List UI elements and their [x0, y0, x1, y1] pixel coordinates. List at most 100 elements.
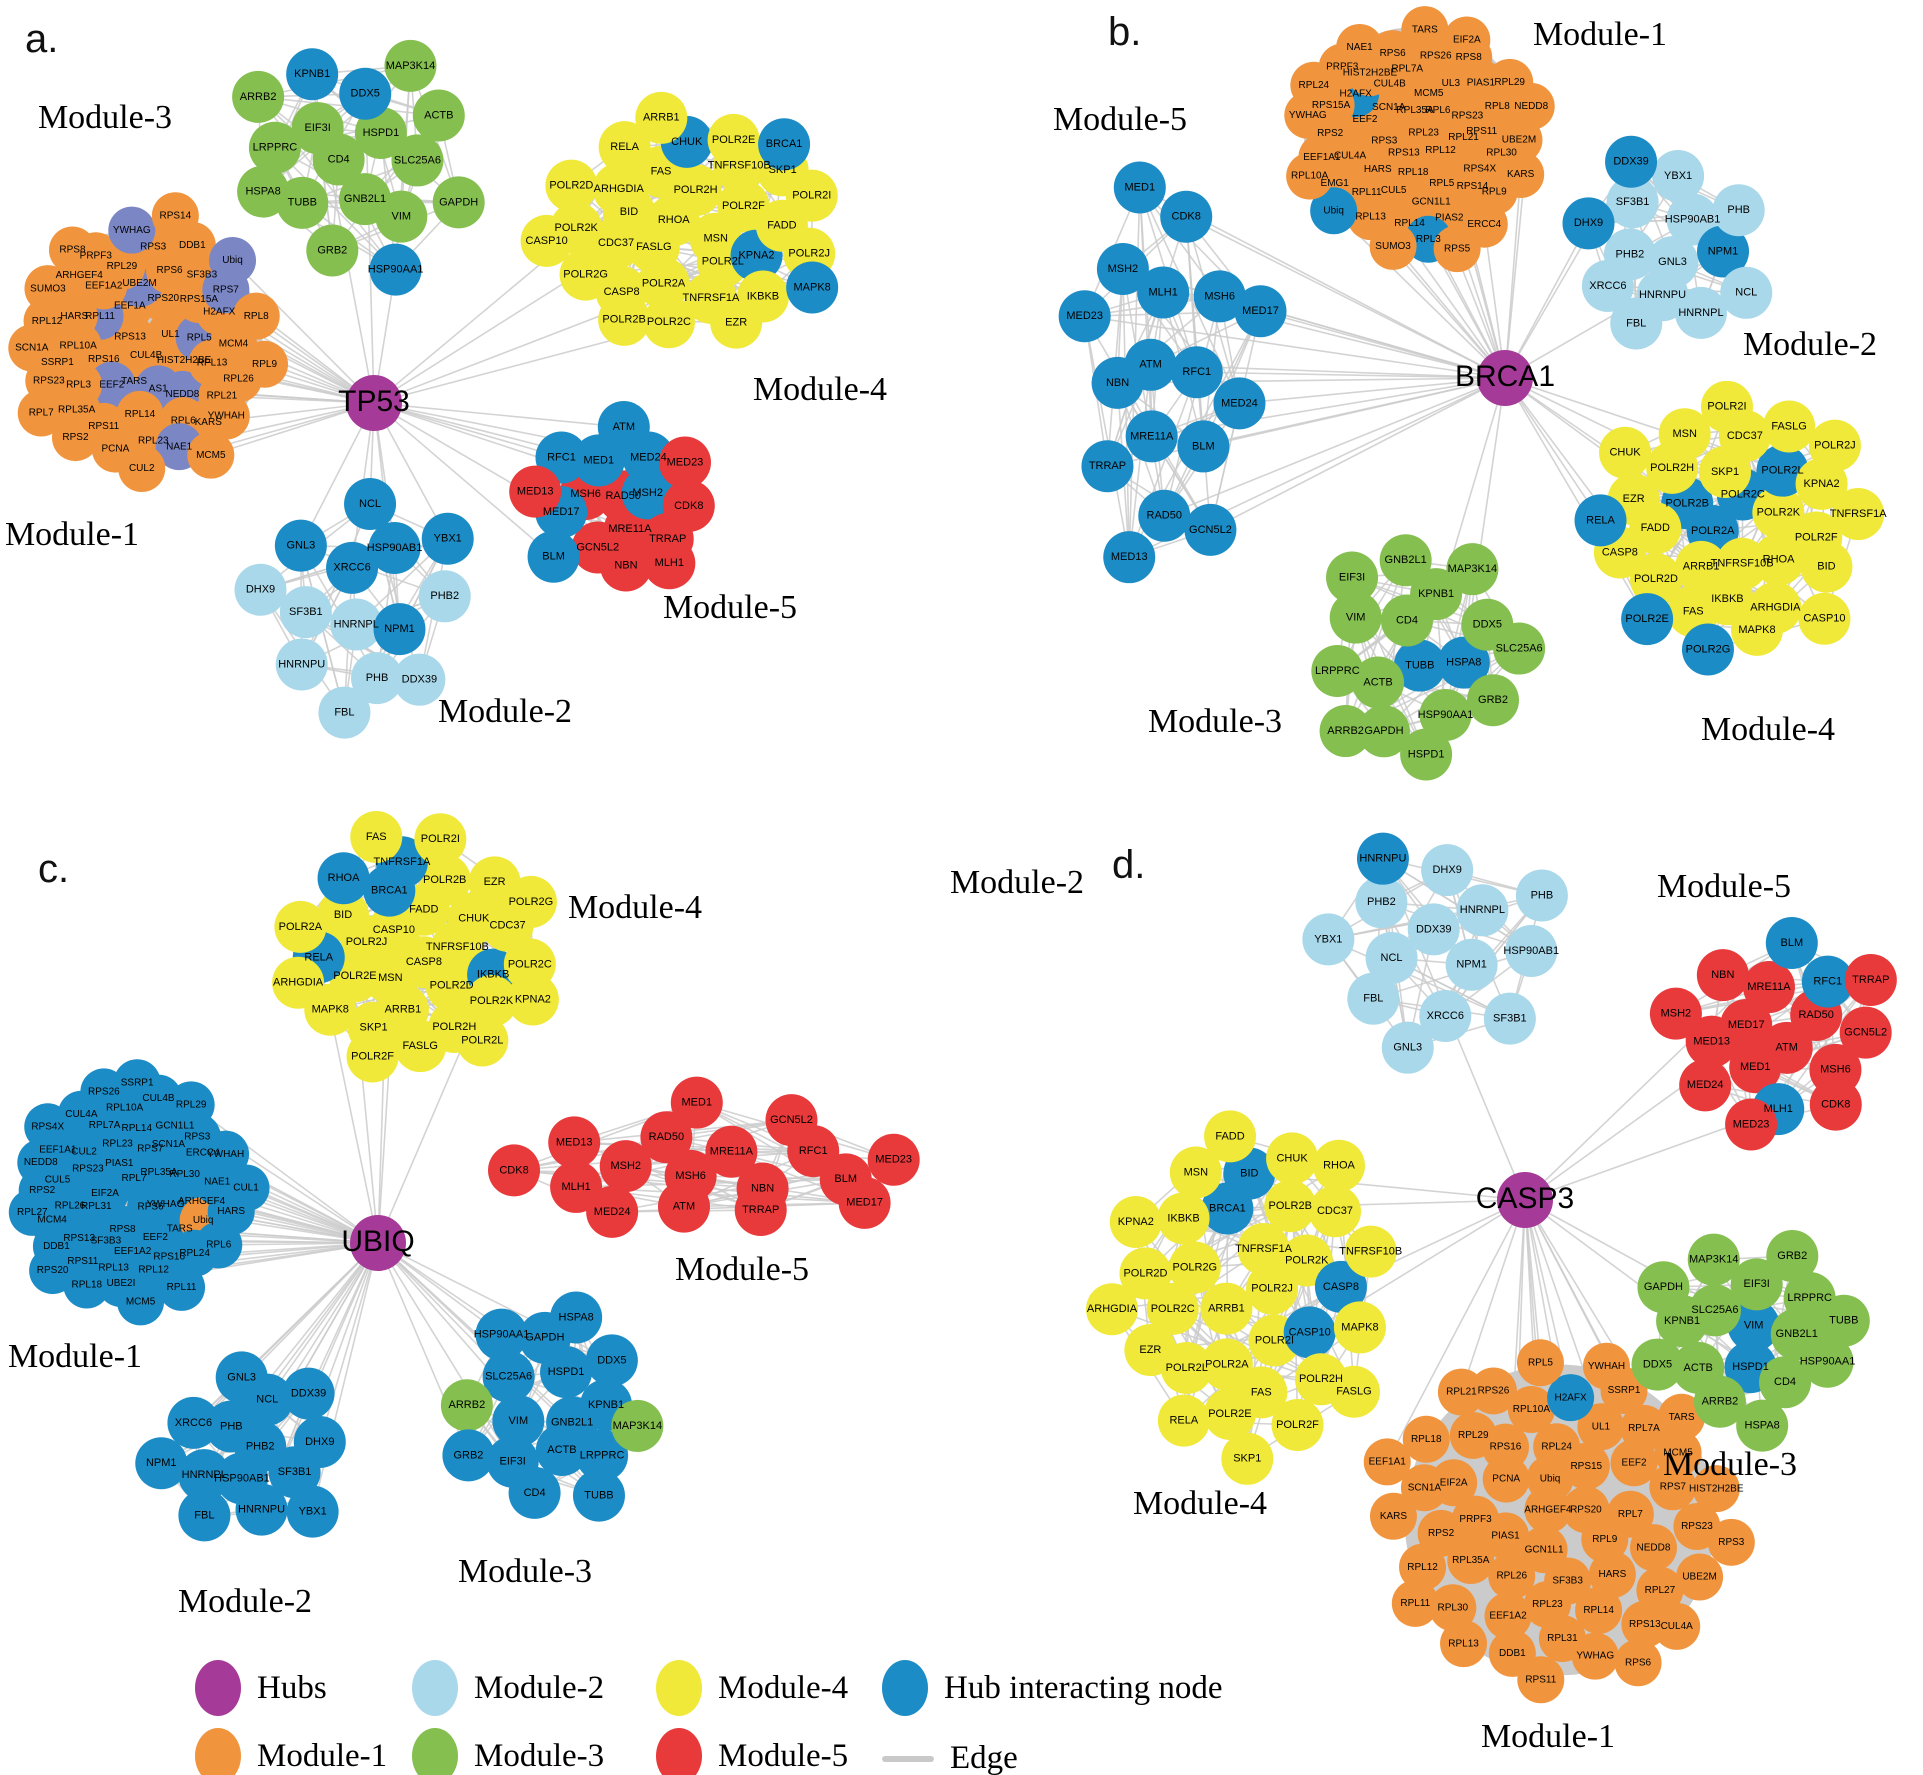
node-MED13[interactable] — [1685, 1015, 1738, 1068]
node-GRB2[interactable] — [306, 224, 359, 277]
node-DHX9[interactable] — [1421, 844, 1474, 897]
node-RPL21[interactable] — [1437, 1368, 1485, 1416]
node-RPS3[interactable] — [1707, 1518, 1755, 1566]
node-GAPDH[interactable] — [1357, 705, 1410, 758]
node-GAPDH[interactable] — [432, 176, 485, 229]
node-MAP3K14[interactable] — [611, 1399, 664, 1452]
node-CDK8[interactable] — [1809, 1078, 1862, 1131]
node-IKBKB[interactable] — [1157, 1192, 1210, 1245]
node-POLR2B[interactable] — [418, 854, 471, 907]
node-MSH2[interactable] — [1096, 243, 1149, 296]
node-DDX5[interactable] — [339, 67, 392, 120]
node-SCN1A[interactable] — [1400, 1464, 1448, 1512]
node-EIF3I[interactable] — [1326, 551, 1379, 604]
node-ARRB1[interactable] — [635, 91, 688, 144]
node-CASP10[interactable] — [1798, 592, 1851, 645]
node-YBX1[interactable] — [1652, 149, 1705, 202]
node-NCL[interactable] — [344, 478, 397, 531]
node-KARS[interactable] — [1369, 1492, 1417, 1540]
node-Ubiq[interactable] — [1310, 187, 1358, 235]
node-TUBB[interactable] — [572, 1469, 625, 1522]
node-HIST2H2BE[interactable] — [1692, 1465, 1740, 1513]
node-RPL6[interactable] — [195, 1221, 243, 1269]
node-RHOA[interactable] — [317, 852, 370, 905]
node-LRPPRC[interactable] — [248, 121, 301, 174]
node-PHB[interactable] — [205, 1400, 258, 1453]
node-RPL24[interactable] — [1533, 1423, 1581, 1471]
node-EZR[interactable] — [710, 296, 763, 349]
node-POLR2L[interactable] — [1756, 444, 1809, 497]
node-PHB[interactable] — [351, 652, 404, 705]
node-TRRAP[interactable] — [734, 1184, 787, 1237]
node-HSP90AB1[interactable] — [368, 521, 421, 574]
node-RPS5[interactable] — [1433, 225, 1481, 273]
node-ATM[interactable] — [657, 1180, 710, 1233]
node-NEDD8[interactable] — [1507, 82, 1555, 130]
node-NPM1[interactable] — [1697, 225, 1750, 278]
node-XRCC6[interactable] — [1581, 259, 1634, 312]
node-FADD[interactable] — [1204, 1110, 1257, 1163]
node-DDX39[interactable] — [393, 653, 446, 706]
node-RELA[interactable] — [1574, 494, 1627, 547]
node-FBL[interactable] — [1610, 297, 1663, 350]
node-DDX39[interactable] — [282, 1367, 335, 1420]
node-EEF1A1[interactable] — [1363, 1438, 1411, 1486]
node-POLR2C[interactable] — [642, 296, 695, 349]
node-POLR2L[interactable] — [456, 1014, 509, 1067]
node-Ubiq[interactable] — [209, 236, 257, 284]
node-NEDD8[interactable] — [1629, 1524, 1677, 1572]
node-GCN5L2[interactable] — [1839, 1006, 1892, 1059]
node-MED24[interactable] — [586, 1185, 639, 1238]
node-BRCA1[interactable] — [758, 118, 811, 171]
node-RPL24[interactable] — [1290, 61, 1338, 109]
node-DDX39[interactable] — [1605, 135, 1658, 188]
node-POLR2D[interactable] — [425, 959, 478, 1012]
node-BID[interactable] — [317, 889, 370, 942]
node-DHX9[interactable] — [293, 1415, 346, 1468]
node-HNRNPL[interactable] — [1674, 286, 1727, 339]
node-HSP90AA1[interactable] — [1801, 1335, 1854, 1388]
node-FBL[interactable] — [318, 686, 371, 739]
node-EIF3I[interactable] — [291, 102, 344, 155]
node-DDX5[interactable] — [585, 1334, 638, 1387]
node-POLR2J[interactable] — [1246, 1262, 1299, 1315]
node-MAPK8[interactable] — [786, 261, 839, 314]
node-POLR2A[interactable] — [1200, 1338, 1253, 1391]
node-TNFRSF1A[interactable] — [1832, 488, 1885, 541]
node-RPS4X[interactable] — [24, 1103, 72, 1151]
node-MED13[interactable] — [1103, 531, 1156, 584]
node-ARRB2[interactable] — [1693, 1375, 1746, 1428]
node-POLR2I[interactable] — [414, 813, 467, 866]
node-MSH6[interactable] — [1193, 270, 1246, 323]
hub-TP53[interactable] — [346, 375, 402, 431]
node-POLR2D[interactable] — [545, 159, 598, 212]
node-ACTB[interactable] — [1352, 656, 1405, 709]
node-BLM[interactable] — [1765, 916, 1818, 969]
node-MAP3K14[interactable] — [1687, 1233, 1740, 1286]
node-XRCC6[interactable] — [1419, 990, 1472, 1043]
node-YWHAH[interactable] — [1582, 1342, 1630, 1390]
node-KPNB1[interactable] — [286, 48, 339, 101]
node-GCN5L2[interactable] — [1184, 503, 1237, 556]
node-MED23[interactable] — [658, 436, 711, 489]
node-YBX1[interactable] — [421, 512, 474, 565]
node-NCL[interactable] — [1365, 931, 1418, 984]
node-POLR2F[interactable] — [1271, 1399, 1324, 1452]
node-LRPPRC[interactable] — [1311, 645, 1364, 698]
node-MED23[interactable] — [1725, 1098, 1778, 1151]
node-SUMO3[interactable] — [24, 265, 72, 313]
node-POLR2G[interactable] — [1168, 1241, 1221, 1294]
node-MED13[interactable] — [509, 465, 562, 518]
node-RFC1[interactable] — [1801, 955, 1854, 1008]
node-RPL13[interactable] — [1440, 1620, 1488, 1668]
node-MLH1[interactable] — [1137, 266, 1190, 319]
node-POLR2D[interactable] — [1119, 1247, 1172, 1300]
node-GAPDH[interactable] — [1637, 1261, 1690, 1314]
node-GNL3[interactable] — [215, 1351, 268, 1404]
node-RPL27[interactable] — [8, 1188, 56, 1236]
node-FASLG[interactable] — [394, 1020, 447, 1073]
node-PHB[interactable] — [1515, 869, 1568, 922]
node-POLR2D[interactable] — [1629, 553, 1682, 606]
node-BLM[interactable] — [1177, 420, 1230, 473]
node-MSN[interactable] — [1658, 408, 1711, 461]
